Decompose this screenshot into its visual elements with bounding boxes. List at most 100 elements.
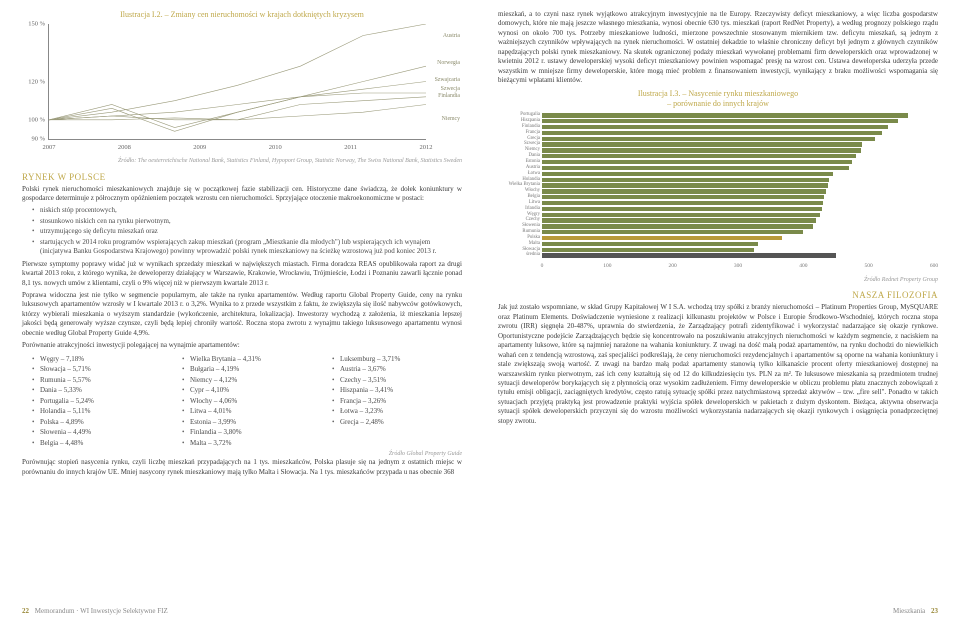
bar-row: Szwecja [542,142,934,147]
country-item: Grecja – 2,48% [332,417,462,428]
bar-row: Grecja [542,137,934,142]
country-column: Luksemburg – 3,71%Austria – 3,67%Czechy … [332,354,462,449]
page-number-r: 23 [931,607,938,615]
country-column: Wielka Brytania – 4,31%Bułgaria – 4,19%N… [182,354,312,449]
bar [542,178,829,182]
bullet-item: startujących w 2014 roku programów wspie… [32,238,462,257]
para-1: Polski rynek nieruchomości mieszkaniowyc… [22,185,462,204]
bar-label: Łotwa [498,171,540,176]
countries-source: Źródło Global Property Guide [22,451,462,458]
bar-row: Finlandia [542,125,934,130]
bar [542,195,824,199]
section-heading-filozofia: NASZA FILOZOFIA [498,290,938,300]
country-item: Cypr – 4,10% [182,385,312,396]
bar-label: Francja [498,130,540,135]
xtick: 2010 [269,144,282,151]
bar-label: Portugalia [498,112,540,117]
para-5: Porównując stopień nasycenia rynku, czyl… [22,458,462,477]
country-item: Niemcy – 4,12% [182,375,312,386]
bar [542,213,820,217]
bar-row: Słowacja [542,248,934,253]
bar-label: Rumunia [498,229,540,234]
bar [542,131,882,135]
page-left: Ilustracja I.2. – Zmiany cen nieruchomoś… [0,0,480,621]
bar [542,248,754,252]
para-r1: mieszkań, a to czyni nasz rynek wyjątkow… [498,10,938,86]
bar [542,218,816,222]
bar [542,142,862,146]
bar [542,125,888,129]
bar [542,224,813,228]
bar-row: średnia [542,253,934,258]
bar [542,230,803,234]
ytick: 90 % [23,136,45,143]
bar-row: Czechy [542,218,934,223]
bar-row: Łotwa [542,172,934,177]
para-2: Pierwsze symptomy poprawy widać już w wy… [22,260,462,288]
bar-label: Wielka Brytania [498,182,540,187]
ytick: 100 % [23,117,45,124]
bar-label: Austria [498,165,540,170]
footer-text: Memorandum · WI Inwestycje Selektywne FI… [35,607,168,615]
bar-label: Słowacja [498,247,540,252]
bar-row: Austria [542,166,934,171]
bar-row: Hiszpania [542,119,934,124]
bar-chart-title: Ilustracja I.3. – Nasycenie rynku mieszk… [498,89,938,110]
bar-label: Szwecja [498,141,540,146]
xtick: 2012 [420,144,433,151]
bar [542,113,908,117]
bar-row: Litwa [542,201,934,206]
bar [542,201,823,205]
country-item: Hiszpania – 3,41% [332,385,462,396]
bar-label: Litwa [498,200,540,205]
line-chart-source: Źródło: The oesterreichische National Ba… [22,158,462,165]
country-item: Węgry – 7,18% [32,354,162,365]
bar-label: Estonia [498,159,540,164]
line-label: Norwegia [437,60,460,66]
country-column: Węgry – 7,18%Słowacja – 5,71%Rumunia – 5… [32,354,162,449]
bar-label: Malta [498,241,540,246]
bullet-list-1: niskich stóp procentowych,stosunkowo nis… [32,206,462,256]
bar [542,172,833,176]
bar [542,183,828,187]
bar-row: Dania [542,154,934,159]
bar-row: Wielka Brytania [542,183,934,188]
country-item: Rumunia – 5,57% [32,375,162,386]
bar-row: Malta [542,242,934,247]
country-item: Austria – 3,67% [332,364,462,375]
footer-right: Mieszkania 23 [893,607,938,615]
line-label: Austria [443,33,460,39]
country-item: Francja – 3,26% [332,396,462,407]
country-item: Litwa – 4,01% [182,406,312,417]
bar-label: Belgia [498,194,540,199]
bar-label: Niemcy [498,147,540,152]
bar-xtick: 600 [930,263,938,269]
bar-row: Estonia [542,160,934,165]
bar-row: Portugalia [542,113,934,118]
bar-xtick: 300 [734,263,742,269]
country-item: Słowenia – 4,49% [32,427,162,438]
bar-row: Niemcy [542,148,934,153]
bar-row: Węgry [542,213,934,218]
bar [542,236,782,240]
country-item: Finlandia – 3,80% [182,427,312,438]
bar [542,166,849,170]
bullet-item: utrzymującego się deficytu mieszkań oraz [32,227,462,236]
country-item: Czechy – 3,51% [332,375,462,386]
bar-row: Rumunia [542,230,934,235]
footer-text-r: Mieszkania [893,607,925,615]
country-item: Luksemburg – 3,71% [332,354,462,365]
bar [542,160,852,164]
line-label: Szwajcaria [435,77,460,83]
bar-xtick: 200 [669,263,677,269]
bar-label: Holandia [498,177,540,182]
bar-chart-source: Źródło Rednet Property Group [498,277,938,284]
bar [542,242,758,246]
country-item: Łotwa – 3,23% [332,406,462,417]
para-3: Poprawa widoczna jest nie tylko w segmen… [22,291,462,338]
bar-label: Irlandia [498,206,540,211]
bar-xtick: 400 [799,263,807,269]
line-chart: 150 %120 %100 %90 %200720082009201020112… [22,24,462,154]
bar [542,207,822,211]
ytick: 150 % [23,21,45,28]
